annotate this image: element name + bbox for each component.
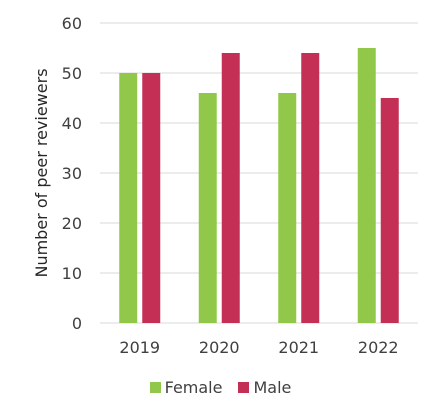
x-tick-label: 2020 [199,338,240,357]
legend-swatch-male [238,382,250,393]
y-tick-label: 30 [62,164,82,183]
bar-female-2022 [357,48,376,323]
x-tick-label: 2021 [278,338,319,357]
y-tick-label: 0 [72,314,82,333]
legend-label-female: Female [164,378,223,397]
bars [119,48,399,323]
legend-label-male: Male [253,378,292,397]
y-tick-label: 20 [62,214,82,233]
bar-female-2019 [119,73,138,323]
legend-item-male: Male [238,378,291,397]
x-tick-label: 2022 [358,338,399,357]
bar-female-2020 [198,93,217,323]
y-axis-title: Number of peer reviewers [32,68,51,277]
x-tick-label: 2019 [119,338,160,357]
bar-female-2021 [278,93,297,323]
bar-male-2022 [380,98,399,323]
y-tick-label: 40 [62,114,82,133]
legend-swatch-female [149,382,161,393]
y-tick-labels: 0 10 20 30 40 50 60 [62,14,82,333]
legend: Female Male [0,378,441,397]
bar-male-2020 [221,53,240,323]
y-tick-label: 10 [62,264,82,283]
bar-male-2019 [142,73,161,323]
x-tick-labels: 2019 2020 2021 2022 [119,338,398,357]
y-tick-label: 60 [62,14,82,33]
bar-male-2021 [301,53,320,323]
y-tick-label: 50 [62,64,82,83]
legend-item-female: Female [149,378,223,397]
